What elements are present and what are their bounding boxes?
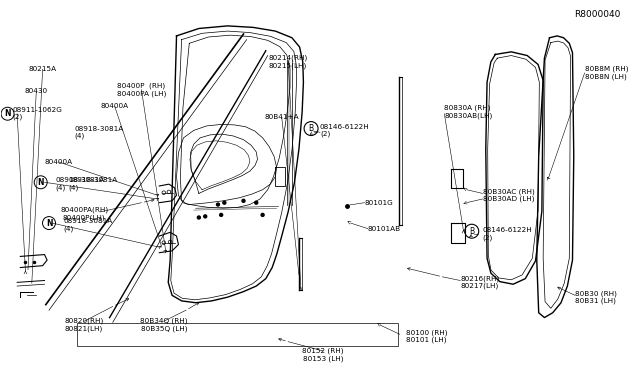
- Text: 80214(RH)
80215(LH): 80214(RH) 80215(LH): [269, 55, 308, 69]
- Text: 80400A: 80400A: [100, 103, 129, 109]
- Text: 80400A: 80400A: [45, 159, 72, 165]
- Text: 80B30 (RH)
80B31 (LH): 80B30 (RH) 80B31 (LH): [575, 290, 617, 304]
- Circle shape: [255, 201, 258, 204]
- Text: 08918-3081A
(4): 08918-3081A (4): [63, 218, 113, 232]
- Text: 80B30AC (RH)
80B30AD (LH): 80B30AC (RH) 80B30AD (LH): [483, 188, 534, 202]
- Text: 08918-3081A
(4): 08918-3081A (4): [68, 177, 117, 191]
- Text: 08918-3081A
(4): 08918-3081A (4): [56, 177, 104, 191]
- Circle shape: [223, 201, 226, 204]
- Text: 80820(RH)
80821(LH): 80820(RH) 80821(LH): [65, 318, 104, 332]
- Circle shape: [197, 216, 200, 219]
- Circle shape: [204, 215, 207, 218]
- Text: 80216(RH)
80217(LH): 80216(RH) 80217(LH): [460, 275, 499, 289]
- Text: N: N: [38, 178, 44, 187]
- FancyBboxPatch shape: [77, 323, 397, 346]
- Text: 80215A: 80215A: [29, 66, 57, 72]
- Text: B: B: [308, 124, 314, 133]
- Text: 80101AB: 80101AB: [368, 226, 401, 232]
- Text: 08918-3081A
(4): 08918-3081A (4): [74, 125, 124, 139]
- Text: 80B8M (RH)
80B8N (LH): 80B8M (RH) 80B8N (LH): [584, 66, 628, 80]
- Circle shape: [242, 199, 245, 202]
- Text: 80B41+A: 80B41+A: [264, 115, 299, 121]
- Circle shape: [220, 214, 223, 217]
- Text: 80430: 80430: [25, 89, 48, 94]
- Text: 08146-6122H
(2): 08146-6122H (2): [320, 124, 370, 137]
- Text: N: N: [45, 219, 52, 228]
- Circle shape: [261, 214, 264, 217]
- Text: N: N: [4, 109, 11, 118]
- Text: 80400P  (RH)
80400PA (LH): 80400P (RH) 80400PA (LH): [116, 83, 166, 97]
- Text: 08146-6122H
(2): 08146-6122H (2): [483, 227, 532, 241]
- Text: 08911-1062G
(2): 08911-1062G (2): [13, 107, 63, 121]
- Text: R8000040: R8000040: [574, 10, 621, 19]
- Text: B: B: [469, 227, 474, 236]
- Text: 80100 (RH)
80101 (LH): 80100 (RH) 80101 (LH): [406, 329, 447, 343]
- Text: 80101G: 80101G: [365, 200, 394, 206]
- Circle shape: [216, 203, 220, 206]
- Text: 80152 (RH)
80153 (LH): 80152 (RH) 80153 (LH): [303, 347, 344, 362]
- Text: 80830A (RH)
80830AB(LH): 80830A (RH) 80830AB(LH): [444, 105, 493, 119]
- Text: 80400PA(RH)
80400P(LH): 80400PA(RH) 80400P(LH): [60, 207, 108, 221]
- Text: 80B34Q (RH)
80B35Q (LH): 80B34Q (RH) 80B35Q (LH): [140, 318, 188, 332]
